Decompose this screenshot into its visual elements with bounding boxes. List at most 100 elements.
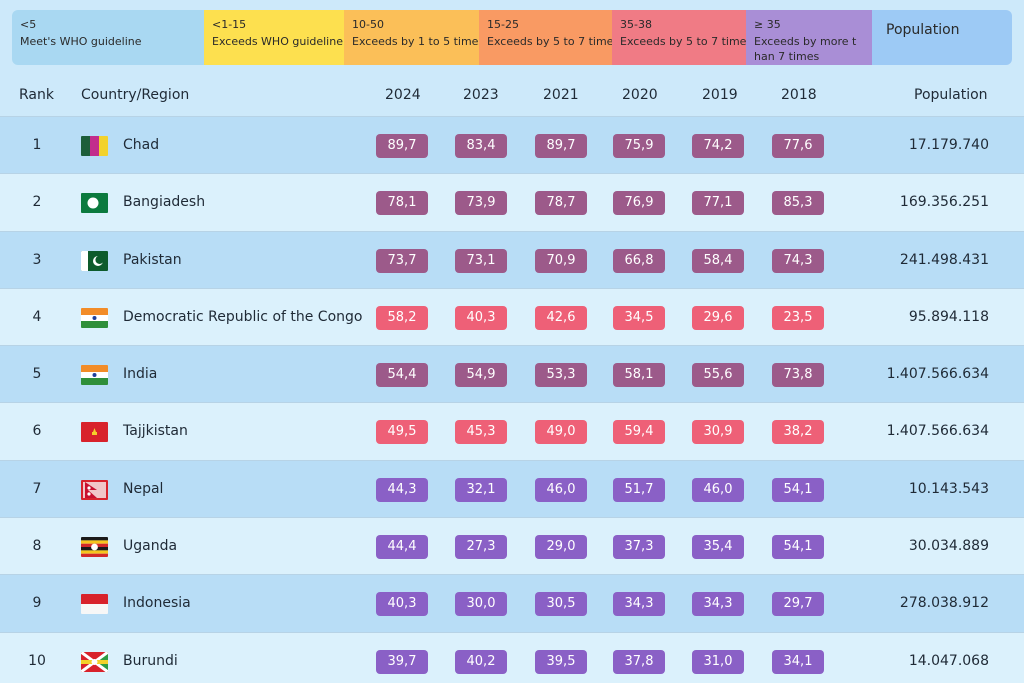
value-badge-2024: 54,4 [376,363,428,388]
population-cell: 30.034.889 [908,538,989,555]
table-row[interactable]: 1 Chad 89,7 83,4 89,7 75,9 74,2 77,6 17.179.740 [0,116,1024,174]
year-header-2018[interactable]: 2018 [781,87,817,103]
legend-segment-who: <5 Meet's WHO guideline [12,10,204,65]
chad-flag-icon [81,136,108,156]
value-badge-2023: 40,2 [455,649,507,674]
value-badge-2023: 27,3 [455,535,507,560]
rank-cell: 3 [32,251,42,268]
population-cell: 10.143.543 [908,480,989,497]
value-badge-2024: 40,3 [376,592,428,617]
country-name[interactable]: Indonesia [123,595,191,612]
value-badge-2018: 74,3 [772,248,824,273]
table-row[interactable]: 10 Burundi 39,7 40,2 39,5 37,8 31,0 34,1 14.047.… [0,631,1024,683]
country-name[interactable]: Uganda [123,538,178,555]
value-badge-2018: 85,3 [772,191,824,216]
value-badge-2023: 83,4 [455,134,507,158]
value-badge-2020: 37,3 [613,535,665,560]
value-badge-2021: 53,3 [535,363,587,388]
value-badge-2019: 46,0 [692,477,744,502]
value-badge-2021: 39,5 [535,649,587,674]
country-header[interactable]: Country/Region [81,87,190,103]
value-badge-2024: 58,2 [376,305,428,330]
value-badge-2021: 46,0 [535,477,587,502]
table-row[interactable]: 3 Pakistan 73,7 73,1 70,9 66,8 58,4 74,3 241.498… [0,230,1024,288]
rank-cell: 10 [28,652,46,669]
legend-segment-over-35: ≥ 35 Exceeds by more t han 7 times [746,10,872,65]
value-badge-2020: 34,5 [613,305,665,330]
legend-segment-1-15: <1-15 Exceeds WHO guideline [204,10,344,65]
population-cell: 1.407.566.634 [886,366,989,383]
country-name[interactable]: Bangiadesh [123,194,206,211]
value-badge-2024: 39,7 [376,649,428,674]
rank-header[interactable]: Rank [19,87,54,103]
value-badge-2023: 30,0 [455,592,507,617]
country-name[interactable]: Pakistan [123,251,182,268]
value-badge-2023: 32,1 [455,477,507,502]
value-badge-2019: 34,3 [692,592,744,617]
value-badge-2018: 77,6 [772,134,824,158]
value-badge-2023: 54,9 [455,363,507,388]
value-badge-2024: 73,7 [376,248,428,273]
value-badge-2020: 34,3 [613,592,665,617]
value-badge-2024: 78,1 [376,191,428,216]
value-badge-2024: 49,5 [376,420,428,445]
value-badge-2021: 30,5 [535,592,587,617]
value-badge-2019: 58,4 [692,248,744,273]
population-cell: 241.498.431 [899,251,989,268]
uganda-flag-icon [81,537,108,558]
year-header-2020[interactable]: 2020 [622,87,658,103]
value-badge-2021: 70,9 [535,248,587,273]
value-badge-2018: 23,5 [772,305,824,330]
value-badge-2020: 37,8 [613,649,665,674]
table-row[interactable]: 7 Nepal 44,3 32,1 46,0 51,7 46,0 54,1 10.143.543 [0,459,1024,518]
value-badge-2023: 73,9 [455,191,507,216]
value-badge-2018: 34,1 [772,649,824,674]
value-badge-2024: 89,7 [376,134,428,158]
population-header[interactable]: Population [914,87,988,103]
country-name[interactable]: India [123,366,158,383]
table-row[interactable]: 2 Bangiadesh 78,1 73,9 78,7 76,9 77,1 85,3 169.3… [0,173,1024,231]
population-cell: 14.047.068 [908,652,989,669]
country-name[interactable]: Democratic Republic of the Congo [123,308,363,325]
legend-segment-10-50: 10-50 Exceeds by 1 to 5 times [344,10,479,65]
value-badge-2020: 51,7 [613,477,665,502]
value-badge-2019: 35,4 [692,535,744,560]
value-badge-2020: 58,1 [613,363,665,388]
value-badge-2019: 77,1 [692,191,744,216]
country-name[interactable]: Nepal [123,480,164,497]
table-row[interactable]: 4 Democratic Republic of the Congo 58,2 40,… [0,287,1024,346]
value-badge-2024: 44,3 [376,477,428,502]
year-header-2023[interactable]: 2023 [463,87,499,103]
value-badge-2021: 49,0 [535,420,587,445]
value-badge-2021: 29,0 [535,535,587,560]
country-name[interactable]: Burundi [123,652,178,669]
value-badge-2021: 89,7 [535,134,587,158]
india-style-flag-icon [81,307,108,328]
population-cell: 169.356.251 [899,194,989,211]
year-header-2024[interactable]: 2024 [385,87,421,103]
indonesia-flag-icon [81,594,108,615]
rank-cell: 6 [32,423,42,440]
value-badge-2018: 38,2 [772,420,824,445]
value-badge-2019: 74,2 [692,134,744,158]
year-header-2021[interactable]: 2021 [543,87,579,103]
nepal-flag-icon [81,479,108,500]
population-cell: 278.038.912 [899,595,989,612]
country-name[interactable]: Chad [123,137,160,153]
rank-cell: 1 [32,137,42,153]
table-row[interactable]: 5 India 54,4 54,9 53,3 58,1 55,6 73,8 1.407.566.… [0,345,1024,403]
legend-segment-population: Population [872,10,1012,65]
india-flag-icon [81,365,108,386]
table-row[interactable]: 9 Indonesia 40,3 30,0 30,5 34,3 34,3 29,7 278.03… [0,574,1024,632]
value-badge-2023: 45,3 [455,420,507,445]
table-row[interactable]: 8 Uganda 44,4 27,3 29,0 37,3 35,4 54,1 30.034.88… [0,517,1024,575]
table-row[interactable]: 6 Tajjkistan 49,5 45,3 49,0 59,4 30,9 38,2 1.407… [0,402,1024,460]
value-badge-2023: 73,1 [455,248,507,273]
ranking-table-body: 1 Chad 89,7 83,4 89,7 75,9 74,2 77,6 17.179.740 2… [0,116,1024,683]
table-header: Rank Country/Region 2024 2023 2021 2020 … [0,75,1024,116]
value-badge-2018: 54,1 [772,535,824,560]
year-header-2019[interactable]: 2019 [702,87,738,103]
country-name[interactable]: Tajjkistan [123,423,188,440]
value-badge-2021: 78,7 [535,191,587,216]
